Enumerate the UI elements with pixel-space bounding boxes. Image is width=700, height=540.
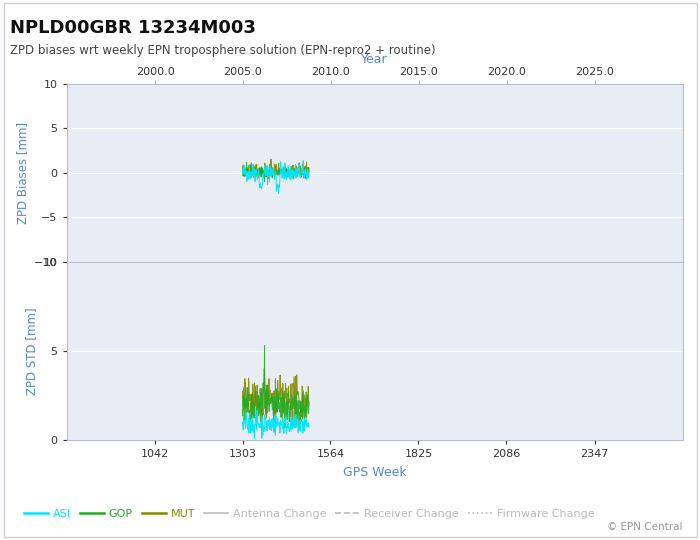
Text: NPLD00GBR 13234M003: NPLD00GBR 13234M003 (10, 19, 256, 37)
X-axis label: Year: Year (361, 52, 388, 65)
Y-axis label: ZPD Biases [mm]: ZPD Biases [mm] (15, 122, 29, 224)
Legend: ASI, GOP, MUT, Antenna Change, Receiver Change, Firmware Change: ASI, GOP, MUT, Antenna Change, Receiver … (20, 505, 598, 524)
X-axis label: GPS Week: GPS Week (343, 466, 406, 479)
Text: ZPD biases wrt weekly EPN troposphere solution (EPN-repro2 + routine): ZPD biases wrt weekly EPN troposphere so… (10, 44, 436, 57)
Text: © EPN Central: © EPN Central (607, 522, 682, 532)
Y-axis label: ZPD STD [mm]: ZPD STD [mm] (25, 307, 38, 395)
